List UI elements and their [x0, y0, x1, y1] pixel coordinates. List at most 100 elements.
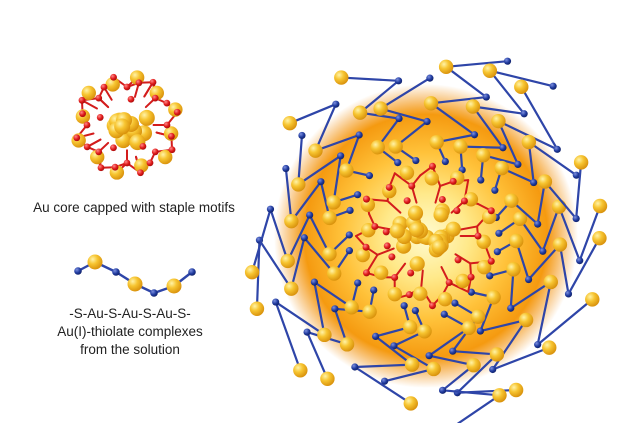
gold-atom: [362, 304, 377, 319]
sulfur-atom: [97, 164, 105, 172]
bond: [445, 60, 509, 68]
thiolate-node: [112, 268, 120, 276]
bond: [536, 280, 552, 346]
thiolate-node: [372, 332, 380, 340]
sulfur-atom: [123, 83, 131, 91]
bond: [479, 318, 528, 333]
thiolate-node: [503, 57, 512, 65]
sulfur-atom: [362, 195, 370, 203]
gold-atom: [413, 286, 428, 301]
bond: [557, 205, 581, 262]
bond: [353, 365, 412, 405]
bond: [488, 69, 555, 88]
bond: [445, 65, 488, 99]
thiolate-node: [150, 289, 158, 297]
bond: [428, 326, 470, 357]
thiolate-node: [306, 211, 314, 219]
bond: [497, 120, 520, 166]
sulfur-atom: [362, 243, 370, 251]
sulfur-atom: [151, 148, 159, 156]
gold-atom: [543, 274, 558, 290]
thiolate-formula: -S-Au-S-Au-S-Au-S-: [69, 306, 191, 321]
sulfur-atom: [83, 143, 91, 151]
gold-atom: [438, 59, 454, 75]
bond: [251, 208, 272, 274]
bond: [383, 367, 435, 383]
thiolate-node: [380, 377, 389, 385]
gold-atom: [407, 205, 424, 221]
sulfur-atom: [453, 207, 461, 215]
thiolate-node: [394, 77, 403, 85]
sulfur-atom: [95, 94, 103, 102]
thiolate-node: [303, 328, 311, 336]
gold-atom: [455, 273, 470, 289]
gold-atom: [81, 85, 96, 101]
bond: [488, 69, 526, 115]
thiolate-node: [449, 347, 457, 355]
thiolate-node: [354, 191, 362, 199]
sulfur-atom: [168, 132, 175, 140]
thiolate-node: [493, 248, 501, 256]
gold-atom: [291, 177, 306, 192]
thiolate-node: [440, 310, 448, 318]
bond: [575, 161, 583, 220]
thiolate-node: [525, 275, 533, 284]
sulfur-atom: [163, 121, 171, 129]
thiolate-node: [345, 247, 354, 255]
gold-atom: [293, 363, 308, 378]
bond: [459, 225, 479, 231]
bond: [434, 184, 442, 204]
bond: [471, 105, 505, 149]
bond: [274, 300, 326, 336]
gold-atom: [521, 134, 537, 150]
sulfur-atom: [79, 110, 86, 118]
bond: [353, 363, 414, 369]
thiolate-node: [476, 327, 484, 335]
bond: [290, 180, 322, 223]
gold-atom: [494, 160, 509, 176]
bond: [520, 85, 559, 151]
sulfur-atom: [382, 228, 390, 236]
thiolate-node: [351, 363, 359, 371]
gold-atom: [482, 63, 498, 78]
thiolate-node: [553, 145, 561, 153]
sulfur-atom: [139, 142, 147, 150]
gold-atom: [249, 301, 265, 316]
sulfur-atom: [391, 273, 399, 281]
sulfur-atom: [403, 197, 411, 205]
bond: [429, 95, 488, 105]
thiolate-node: [412, 156, 420, 165]
thiolate-label-line2: from the solution: [80, 342, 180, 357]
gold-atom: [423, 96, 439, 111]
thiolate-node: [534, 220, 542, 228]
gold-atom: [404, 357, 420, 372]
sulfur-atom: [110, 144, 117, 152]
gold-atom: [429, 134, 444, 150]
gold-atom: [592, 231, 607, 246]
thiolate-node: [495, 229, 503, 237]
gold-atom: [282, 115, 298, 131]
capped-nanoparticle: [244, 57, 608, 423]
thiolate-caption: -S-Au-S-Au-S-Au-S- Au(I)-thiolate comple…: [30, 305, 230, 359]
core-caption: Au core capped with staple motifs: [33, 200, 235, 215]
bond: [578, 204, 602, 262]
gold-atom: [461, 320, 477, 336]
bond: [290, 236, 306, 290]
thiolate-node: [572, 214, 580, 223]
thiolate-node: [394, 159, 402, 167]
sulfur-atom: [487, 257, 495, 265]
sulfur-atom: [110, 73, 117, 81]
gold-atom: [409, 221, 425, 238]
sulfur-atom: [428, 162, 436, 170]
thiolate-node: [298, 131, 306, 140]
gold-atom: [382, 183, 397, 199]
thiolate-node: [423, 117, 431, 126]
gold-atom: [476, 260, 492, 275]
gold-atom: [426, 361, 441, 377]
thiolate-node: [426, 74, 434, 82]
sulfur-atom: [405, 291, 413, 299]
gold-atom: [280, 253, 295, 269]
gold-atom: [402, 319, 418, 335]
thiolate-node: [354, 279, 362, 287]
bond: [456, 353, 499, 394]
